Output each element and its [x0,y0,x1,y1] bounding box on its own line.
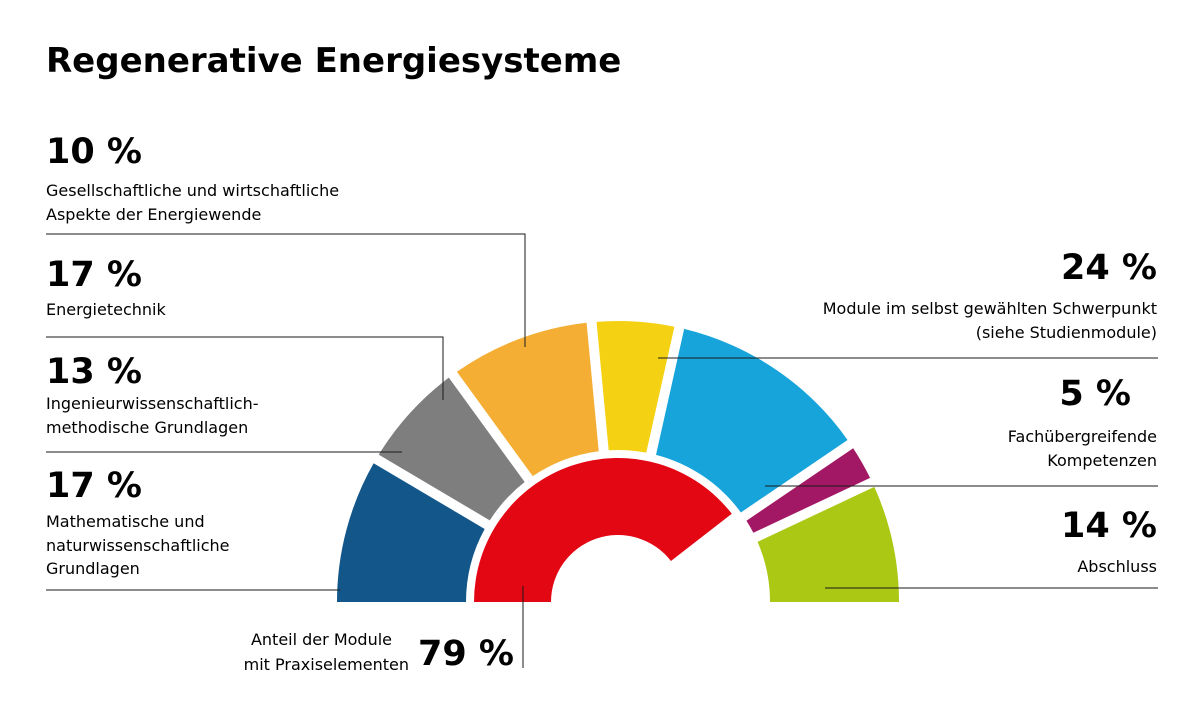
label-79-line1: Anteil der Module [251,630,392,649]
label-79-line2: mit Praxiselementen [244,655,409,674]
leader-line-17b [46,336,444,400]
label-17a-line1: Mathematische und [46,512,205,531]
label-5-line1: Fachübergreifende [1008,427,1157,446]
leader-line-10 [46,233,526,347]
chart-title: Regenerative Energiesysteme [46,41,621,81]
outer-ring [337,320,899,602]
value-label-5: 5 % [1059,374,1131,414]
ring-segment-2 [456,322,599,477]
label-13-line1: Ingenieurwissenschaftlich- [46,394,259,413]
label-10-line2: Aspekte der Energiewende [46,205,261,224]
label-10-line1: Gesellschaftliche und wirtschaftliche [46,181,339,200]
value-label-10: 10 % [46,132,142,172]
ring-segment-4 [656,328,848,513]
value-label-79: 79 % [418,634,514,674]
label-24-line2: (siehe Studienmodule) [976,323,1157,342]
label-14-line1: Abschluss [1077,557,1157,576]
label-17a-line3: Grundlagen [46,559,140,578]
label-24-line1: Module im selbst gewählten Schwerpunkt [823,299,1157,318]
inner-arc-praxis [474,458,732,602]
leader-lines [46,233,1158,668]
value-label-13: 13 % [46,352,142,392]
ring-segment-6 [757,486,899,602]
ring-segment-1 [378,377,525,521]
value-label-24: 24 % [1061,248,1157,288]
ring-segment-5 [746,448,871,533]
label-13-line2: methodische Grundlagen [46,418,248,437]
value-label-17b: 17 % [46,255,142,295]
ring-segment-3 [596,320,675,453]
value-label-14: 14 % [1061,506,1157,546]
label-5-line2: Kompetenzen [1047,451,1157,470]
value-label-17a: 17 % [46,466,142,506]
label-17a-line2: naturwissenschaftliche [46,536,230,555]
label-17b-line1: Energietechnik [46,300,166,319]
ring-segment-0 [337,463,485,602]
